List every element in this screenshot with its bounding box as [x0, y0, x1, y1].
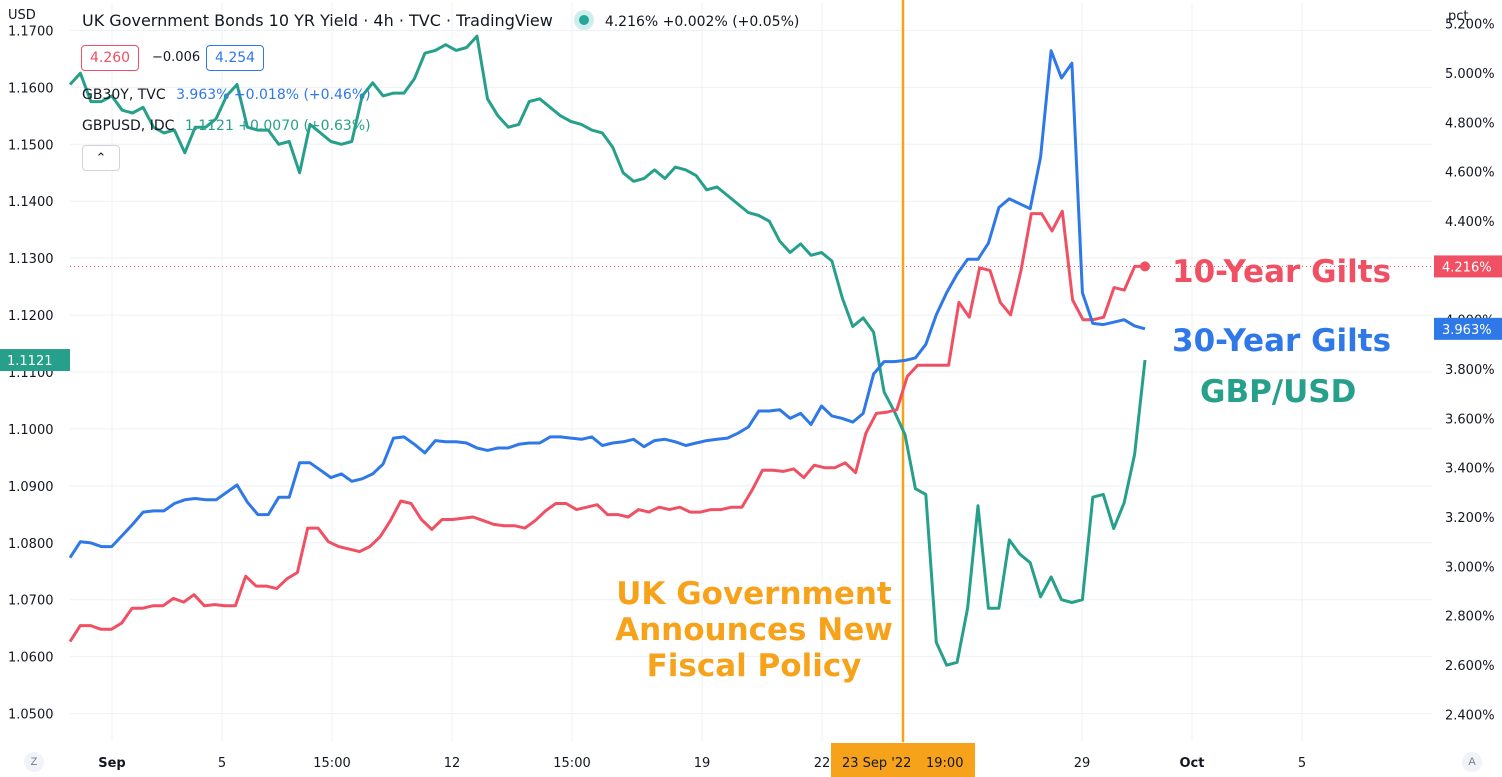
time-tick-label: 5: [1298, 756, 1306, 771]
last-change: 4.216% +0.002% (+0.05%): [604, 14, 800, 30]
time-tick-label: 5: [218, 756, 226, 771]
left-tick-label: 1.1600: [8, 81, 54, 96]
left-tick-label: 1.0900: [8, 480, 54, 495]
event-line-1: UK Government: [616, 576, 892, 612]
legend-values: 1.1121 +0.0070 (+0.63%): [184, 118, 371, 134]
chevron-up-icon: ⌃: [95, 150, 107, 165]
left-tick-label: 1.0500: [8, 708, 54, 723]
right-tick-label: 2.800%: [1445, 610, 1495, 625]
spread-value: −0.006: [152, 50, 201, 65]
left-price-axis[interactable]: 1.0500 1.0600 1.0700 1.0800 1.0900 1.1000 1.11…: [8, 24, 54, 722]
market-open-icon: [578, 15, 589, 25]
time-tick-label: 29: [1074, 756, 1091, 771]
right-tick-label: 4.800%: [1445, 116, 1495, 131]
right-price-axis[interactable]: 2.400% 2.600% 2.800% 3.000% 3.200% 3.400% 3.60…: [1445, 18, 1495, 724]
ask-box[interactable]: 4.254: [206, 45, 265, 71]
time-tick-label: Sep: [98, 756, 126, 771]
label-gbpusd: GBP/USD: [1200, 374, 1357, 410]
event-line-2: Announces New: [615, 612, 893, 648]
gilt10-price-tag-bg: [1434, 255, 1502, 278]
left-axis-unit[interactable]: USD: [8, 8, 36, 23]
left-tick-label: 1.1200: [8, 309, 54, 324]
right-tick-label: 3.800%: [1445, 363, 1495, 378]
event-line-3: Fiscal Policy: [646, 648, 862, 684]
left-tick-label: 1.1500: [8, 138, 54, 153]
right-tick-label: 4.400%: [1445, 215, 1495, 230]
right-axis-unit[interactable]: pct: [1448, 9, 1469, 24]
gbpusd-price-tag-bg: [0, 349, 70, 372]
right-tick-label: 5.000%: [1445, 67, 1495, 82]
right-tick-label: 3.200%: [1445, 511, 1495, 526]
legend-values: 3.963% +0.018% (+0.46%): [176, 87, 371, 103]
time-tick-label: 22: [814, 756, 831, 771]
chart-title-row: UK Government Bonds 10 YR Yield · 4h · T…: [82, 11, 799, 30]
left-tick-label: 1.1300: [8, 252, 54, 267]
crosshair-date: 23 Sep '22: [842, 756, 911, 771]
series-lines: [68, 34, 1150, 667]
right-tick-label: 4.600%: [1445, 166, 1495, 181]
left-tick-label: 1.1000: [8, 423, 54, 438]
last-price-dot: [1140, 261, 1150, 272]
left-tick-label: 1.1700: [8, 24, 54, 39]
right-tick-label: 3.400%: [1445, 462, 1495, 477]
label-10y-gilts: 10-Year Gilts: [1172, 254, 1392, 290]
time-tick-label: 15:00: [313, 756, 350, 771]
time-tick-label: Oct: [1180, 756, 1205, 771]
legend-symbol: GB30Y, TVC: [82, 87, 166, 103]
crosshair-date-bg: [831, 743, 975, 777]
left-tick-label: 1.1400: [8, 195, 54, 210]
series-line-1: [68, 34, 1147, 667]
collapse-legend-button[interactable]: ⌃: [82, 145, 120, 171]
bid-box[interactable]: 4.260: [81, 45, 140, 71]
right-tick-label: 2.400%: [1445, 708, 1495, 723]
time-axis[interactable]: Sep 5 15:00 12 15:00 19 22 29 Oct 5: [98, 756, 1306, 771]
gilt10-price-tag: 4.216%: [1442, 260, 1492, 275]
event-annotation: UK Government Announces New Fiscal Polic…: [596, 576, 912, 684]
series-line-3: [68, 49, 1146, 559]
grid-lines: [70, 2, 1432, 742]
gbpusd-price-tag: 1.1121: [7, 354, 53, 369]
right-tick-label: 5.200%: [1445, 18, 1495, 33]
right-tick-label: 3.600%: [1445, 412, 1495, 427]
time-tick-label: 15:00: [553, 756, 590, 771]
gilt30-price-tag: 3.963%: [1442, 323, 1492, 338]
legend-gbpusd[interactable]: GBPUSD, IDC 1.1121 +0.0070 (+0.63%): [82, 118, 371, 134]
chart-title: UK Government Bonds 10 YR Yield · 4h · T…: [82, 11, 553, 30]
legend-symbol: GBPUSD, IDC: [82, 118, 175, 134]
gilt30-price-tag-bg: [1434, 317, 1502, 340]
legend-gb30y[interactable]: GB30Y, TVC 3.963% +0.018% (+0.46%): [82, 87, 371, 103]
auto-scale-button[interactable]: A: [1462, 752, 1482, 772]
right-tick-label: 2.600%: [1445, 659, 1495, 674]
price-tags: 1.1121 4.216% 3.963% 23 Sep '22 19:00: [0, 255, 1502, 777]
crosshair-time: 19:00: [926, 756, 963, 771]
label-30y-gilts: 30-Year Gilts: [1172, 323, 1392, 359]
right-tick-label: 3.000%: [1445, 560, 1495, 575]
zoom-toggle-button[interactable]: Z: [24, 752, 44, 772]
time-tick-label: 19: [694, 756, 711, 771]
time-tick-label: 12: [444, 756, 461, 771]
left-tick-label: 1.0800: [8, 537, 54, 552]
left-tick-label: 1.0600: [8, 651, 54, 666]
series-line-2: [68, 209, 1145, 643]
left-tick-label: 1.0700: [8, 594, 54, 609]
